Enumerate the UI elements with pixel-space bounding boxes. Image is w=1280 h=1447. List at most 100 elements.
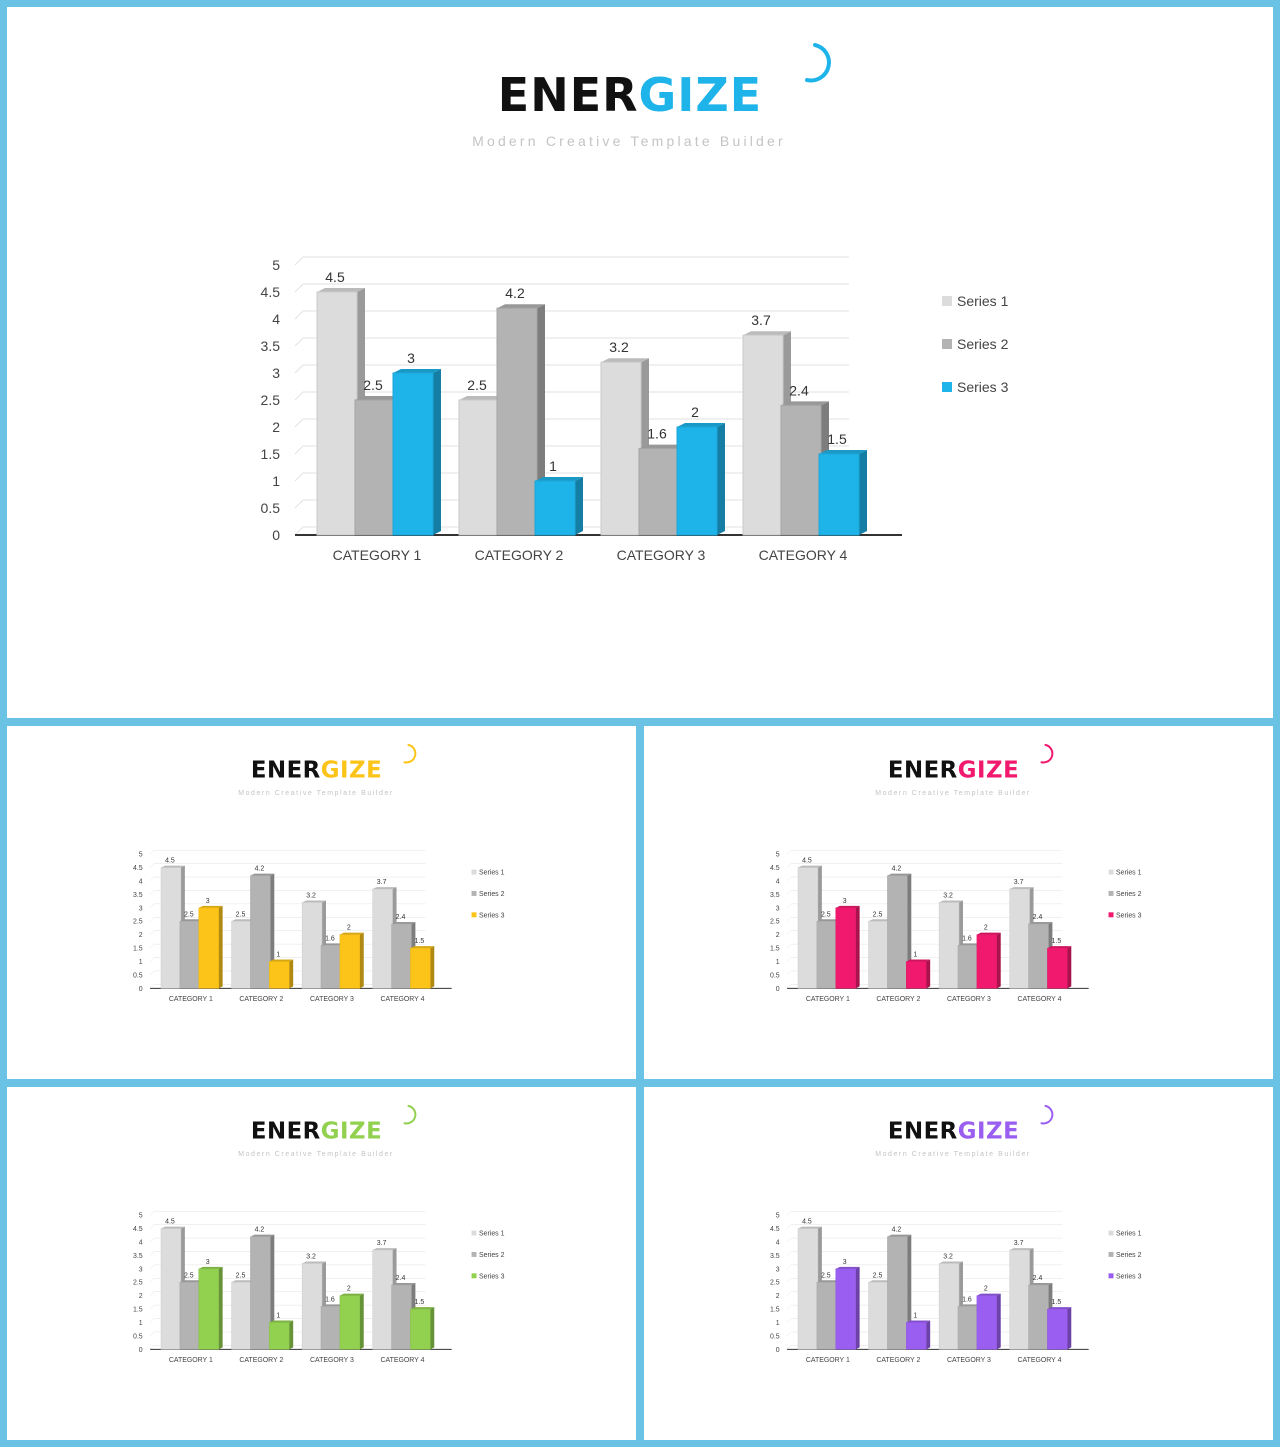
y-tick-label: 0.5 xyxy=(133,1333,143,1340)
data-label: 1.6 xyxy=(325,1296,335,1303)
gridline-side xyxy=(149,1345,155,1350)
gridline-side xyxy=(786,1278,792,1283)
slide-canvas: ENERGIZE Modern Creative Template Builder… xyxy=(770,743,1142,1003)
y-tick-label: 3 xyxy=(139,1266,143,1273)
x-tick-label: CATEGORY 2 xyxy=(239,996,283,1003)
y-tick-label: 3.5 xyxy=(261,338,281,354)
logo-title-accent: GIZE xyxy=(958,758,1019,784)
data-label: 2.4 xyxy=(1033,914,1043,921)
logo-title: ENERGIZE xyxy=(888,1119,1019,1145)
logo-subtitle: Modern Creative Template Builder xyxy=(238,790,394,797)
bar-3-2 xyxy=(906,959,931,989)
data-label: 3 xyxy=(206,1259,210,1266)
data-label: 3.7 xyxy=(377,879,387,886)
legend-label: Series 2 xyxy=(1116,1252,1142,1259)
legend-swatch xyxy=(471,1251,477,1257)
logo-arc-icon xyxy=(1040,743,1054,764)
slide-main: ENERGIZE Modern Creative Template Builder… xyxy=(7,7,1273,718)
slide-pink: ENERGIZE Modern Creative Template Builder… xyxy=(644,726,1273,1079)
legend-label: Series 2 xyxy=(479,891,505,898)
logo-arc-icon xyxy=(1040,1104,1054,1125)
y-tick-label: 3.5 xyxy=(770,1253,780,1260)
gridline-side xyxy=(786,943,792,949)
legend-swatch xyxy=(1108,1273,1114,1279)
data-label: 2.4 xyxy=(396,1275,406,1282)
data-label: 1.5 xyxy=(415,1299,425,1306)
y-tick-label: 4 xyxy=(139,1239,143,1246)
legend-label: Series 3 xyxy=(1116,1273,1142,1280)
logo-title-accent: GIZE xyxy=(321,1119,382,1145)
gridline-side xyxy=(786,1224,792,1229)
gridline-side xyxy=(786,863,792,868)
data-label: 2.5 xyxy=(184,1272,194,1279)
y-tick-label: 1 xyxy=(139,959,143,966)
gridline-side xyxy=(786,1345,792,1350)
logo-title-dark: ENER xyxy=(498,68,639,122)
gridline-side xyxy=(786,1304,792,1310)
y-tick-label: 4 xyxy=(139,878,143,885)
x-tick-label: CATEGORY 4 xyxy=(381,996,425,1003)
logo-subtitle: Modern Creative Template Builder xyxy=(238,1151,394,1158)
data-label: 2.5 xyxy=(821,1272,831,1279)
legend-swatch xyxy=(471,890,477,896)
x-tick-label: CATEGORY 1 xyxy=(333,547,422,563)
data-label: 2.5 xyxy=(363,377,383,393)
gridline-side xyxy=(149,903,155,909)
legend-label: Series 3 xyxy=(479,912,505,919)
data-label: 4.2 xyxy=(255,866,265,873)
gridline-side xyxy=(786,917,792,922)
logo-title-dark: ENER xyxy=(251,1119,321,1145)
gridline-side xyxy=(149,876,155,882)
bar-3-1 xyxy=(835,1266,860,1350)
y-tick-label: 1.5 xyxy=(133,1307,143,1314)
gridline-side xyxy=(786,984,792,989)
gridline-side xyxy=(149,1291,155,1296)
data-label: 1 xyxy=(913,1313,917,1320)
data-label: 4.2 xyxy=(255,1227,265,1234)
legend-label: Series 3 xyxy=(1116,912,1142,919)
data-label: 1.6 xyxy=(647,426,667,442)
y-tick-label: 4.5 xyxy=(261,284,281,300)
x-tick-label: CATEGORY 1 xyxy=(806,1357,850,1364)
gridline-side xyxy=(294,499,304,509)
data-label: 3.2 xyxy=(306,1254,316,1261)
bar-3-2 xyxy=(269,959,294,989)
legend-label: Series 1 xyxy=(1116,870,1142,877)
bar-3-3 xyxy=(976,932,1001,989)
gridline-side xyxy=(149,1304,155,1310)
x-tick-label: CATEGORY 3 xyxy=(310,1357,354,1364)
gridline-side xyxy=(149,1237,155,1243)
legend-swatch xyxy=(1108,869,1114,875)
y-tick-label: 1 xyxy=(272,473,280,489)
data-label: 2.5 xyxy=(821,911,831,918)
x-tick-label: CATEGORY 2 xyxy=(475,547,564,563)
y-tick-label: 3.5 xyxy=(770,892,780,899)
gridline-side xyxy=(149,984,155,989)
legend-label: Series 1 xyxy=(957,293,1009,309)
data-label: 2.5 xyxy=(873,911,883,918)
bar-3-2 xyxy=(906,1320,931,1350)
data-label: 3.7 xyxy=(751,312,771,328)
x-tick-label: CATEGORY 1 xyxy=(169,996,213,1003)
data-label: 3 xyxy=(843,898,847,905)
data-label: 1 xyxy=(549,458,557,474)
legend-swatch xyxy=(471,912,477,918)
data-label: 2.5 xyxy=(184,911,194,918)
y-tick-label: 2 xyxy=(776,1293,780,1300)
y-tick-label: 2.5 xyxy=(261,392,281,408)
logo-title: ENERGIZE xyxy=(498,68,762,122)
data-label: 1.5 xyxy=(415,938,425,945)
gridline-side xyxy=(786,957,792,962)
bar-3-4 xyxy=(1047,946,1072,989)
y-tick-label: 3.5 xyxy=(133,892,143,899)
data-label: 3.2 xyxy=(943,1254,953,1261)
legend-swatch xyxy=(471,1273,477,1279)
y-tick-label: 4.5 xyxy=(133,865,143,872)
data-label: 3.7 xyxy=(377,1240,387,1247)
y-tick-label: 5 xyxy=(139,852,143,859)
gridline-side xyxy=(149,1224,155,1229)
gridline-side xyxy=(786,1251,792,1256)
legend-swatch xyxy=(1108,912,1114,918)
y-tick-label: 4 xyxy=(776,1239,780,1246)
gridline-side xyxy=(294,283,304,293)
